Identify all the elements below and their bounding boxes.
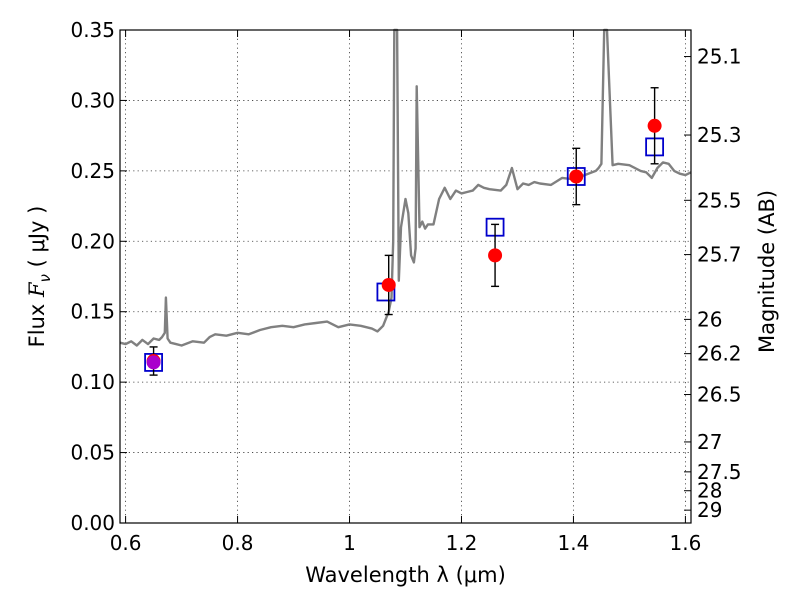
y-axis-label-suffix: ( μJy ): [25, 206, 49, 274]
mag-tick-label: 28: [697, 479, 722, 503]
mag-tick-label: 29: [697, 498, 722, 522]
series-layer: [119, 28, 692, 376]
mag-tick-label: 25.5: [697, 188, 742, 212]
y-tick-label: 0.10: [70, 370, 115, 394]
plot-frame: [119, 29, 692, 524]
overlap-point: [146, 355, 161, 370]
mag-tick-label: 25.7: [697, 243, 742, 267]
grid-layer: [120, 29, 691, 524]
x-tick-label: 1.6: [669, 531, 701, 555]
observed-photometry-point: [647, 118, 662, 133]
x-tick-label: 0.8: [222, 531, 254, 555]
mag-tick-label: 26: [697, 307, 722, 331]
observed-photometry-point: [569, 169, 584, 184]
mag-tick-label: 27: [697, 430, 722, 454]
mag-tick-label: 25.1: [697, 45, 742, 69]
y-axis-label: Flux Fν ( μJy ): [25, 206, 54, 348]
mag-tick-label: 26.2: [697, 342, 742, 366]
mag-tick-label: 26.5: [697, 383, 742, 407]
tick-layer: 0.6 0.8 1 1.2 1.4 1.6 0.00 0.05 0.10 0.15 0.20 0.25…: [70, 18, 741, 555]
y-tick-label: 0.20: [70, 229, 115, 253]
observed-photometry-point: [381, 277, 396, 292]
spectrum-line: [119, 28, 692, 347]
x-tick-label: 1.2: [446, 531, 478, 555]
x-tick-label: 0.6: [110, 531, 142, 555]
right-axis-label: Magnitude (AB): [755, 190, 779, 353]
y-tick-label: 0.00: [70, 511, 115, 535]
y-axis-label-var: F: [25, 281, 49, 298]
y-tick-label: 0.15: [70, 300, 115, 324]
mag-tick-label: 27.5: [697, 460, 742, 484]
y-tick-label: 0.05: [70, 441, 115, 465]
y-axis-label-sub: ν: [36, 274, 54, 282]
y-tick-label: 0.35: [70, 18, 115, 42]
y-tick-label: 0.25: [70, 159, 115, 183]
y-axis-label-prefix: Flux: [25, 297, 49, 347]
y-tick-label: 0.30: [70, 88, 115, 112]
x-tick-label: 1: [343, 531, 356, 555]
x-tick-label: 1.4: [558, 531, 590, 555]
observed-photometry-point: [488, 248, 503, 263]
mag-tick-label: 25.3: [697, 123, 742, 147]
x-axis-label: Wavelength λ (μm): [305, 563, 506, 587]
